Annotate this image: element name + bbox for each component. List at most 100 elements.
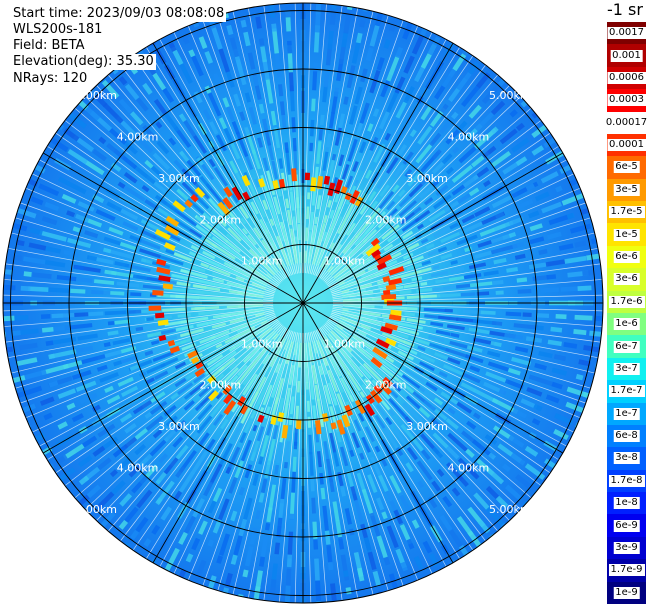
ray-segment bbox=[394, 76, 406, 94]
ray-segment bbox=[463, 372, 481, 384]
azimuth-spoke bbox=[302, 42, 454, 304]
ray-segment bbox=[483, 179, 491, 188]
ray-gap bbox=[303, 332, 312, 603]
ray-segment bbox=[118, 519, 129, 530]
ray-segment bbox=[260, 244, 273, 260]
colorbar-cell: 1e-7 bbox=[607, 402, 646, 426]
ray-gap bbox=[329, 317, 567, 447]
ray-segment bbox=[229, 317, 245, 324]
ray-gap bbox=[306, 5, 343, 274]
ray-segment bbox=[493, 257, 507, 265]
hotspot-segment bbox=[349, 189, 360, 205]
ray-segment bbox=[20, 285, 31, 292]
elevation-label: Elevation(deg): 35.30 bbox=[11, 54, 156, 70]
ray-segment bbox=[327, 199, 332, 208]
ray-gap bbox=[232, 332, 297, 595]
ray-gap bbox=[263, 5, 300, 274]
ray-segment bbox=[293, 342, 298, 356]
ray-segment bbox=[231, 121, 240, 135]
ray-segment bbox=[224, 572, 233, 587]
hotspot-segment bbox=[152, 289, 164, 296]
colorbar-cell: 1e-6 bbox=[607, 313, 646, 336]
ray-segment bbox=[198, 385, 212, 398]
ray-segment bbox=[269, 266, 278, 274]
ray-segment bbox=[411, 519, 420, 529]
ray-segment bbox=[335, 519, 343, 540]
ray-segment bbox=[341, 164, 350, 180]
ray-segment bbox=[95, 209, 116, 222]
ray-gap bbox=[279, 332, 301, 603]
hotspot-segment bbox=[257, 414, 265, 423]
ray-segment bbox=[325, 247, 344, 272]
hotspot-segment bbox=[385, 284, 397, 291]
ray-segment bbox=[382, 427, 399, 449]
ray-segment bbox=[403, 55, 415, 74]
ray-segment bbox=[327, 562, 334, 571]
hotspot-segment bbox=[381, 293, 397, 301]
ray-segment bbox=[206, 354, 224, 367]
ray-segment bbox=[212, 277, 225, 284]
ray-segment bbox=[335, 378, 344, 393]
ray-segment bbox=[545, 394, 560, 404]
ray-segment bbox=[354, 86, 363, 105]
ray-segment bbox=[362, 229, 377, 244]
ray-segment bbox=[275, 222, 285, 242]
ray-gap bbox=[318, 328, 461, 559]
ray-gap bbox=[39, 317, 277, 447]
ray-segment bbox=[578, 359, 591, 367]
ray-segment bbox=[445, 417, 459, 430]
ray-segment bbox=[483, 270, 499, 277]
ray-segment bbox=[505, 311, 522, 317]
ray-segment bbox=[247, 234, 257, 246]
hotspot-segment bbox=[370, 237, 380, 247]
ray-segment bbox=[389, 389, 399, 399]
ray-segment bbox=[465, 448, 475, 458]
ray-segment bbox=[487, 468, 505, 485]
ray-segment bbox=[124, 423, 137, 434]
ray-segment bbox=[276, 235, 283, 249]
ray-segment bbox=[172, 436, 184, 448]
ray-segment bbox=[347, 136, 359, 162]
ray-segment bbox=[290, 228, 296, 250]
ray-segment bbox=[159, 255, 184, 266]
ray-segment bbox=[286, 232, 292, 242]
ray-segment bbox=[252, 323, 271, 337]
ray-segment bbox=[406, 318, 426, 324]
ray-segment bbox=[460, 292, 476, 297]
ray-segment bbox=[558, 243, 574, 251]
hotspot-segment bbox=[237, 395, 247, 407]
ray-segment bbox=[334, 127, 342, 146]
ray-gap bbox=[331, 202, 586, 294]
hotspot-segment bbox=[158, 275, 171, 283]
colorbar-tick-label: 6e-8 bbox=[613, 430, 640, 443]
ray-segment bbox=[313, 357, 320, 378]
ray-segment bbox=[287, 531, 294, 559]
ray-segment bbox=[168, 137, 177, 146]
ray-segment bbox=[395, 447, 404, 457]
ray-gap bbox=[329, 159, 567, 289]
ray-segment bbox=[218, 117, 228, 130]
ray-segment bbox=[320, 257, 327, 268]
ray-segment bbox=[73, 345, 94, 354]
ray-segment bbox=[64, 179, 87, 195]
ray-segment bbox=[404, 416, 414, 426]
ray-segment bbox=[461, 214, 476, 224]
ray-gap bbox=[329, 173, 574, 291]
ray-segment bbox=[244, 92, 252, 103]
ray-segment bbox=[91, 289, 111, 295]
ray-gap bbox=[327, 132, 551, 287]
ray-segment bbox=[196, 157, 204, 166]
ray-segment bbox=[490, 233, 513, 244]
ray-segment bbox=[207, 539, 215, 547]
ray-segment bbox=[335, 429, 342, 443]
ray-segment bbox=[66, 402, 76, 410]
ray-segment bbox=[450, 267, 465, 274]
ray-segment bbox=[541, 201, 563, 214]
ray-segment bbox=[257, 137, 264, 148]
ray-segment bbox=[347, 238, 368, 259]
ray-segment bbox=[506, 267, 519, 273]
azimuth-spoke bbox=[152, 302, 304, 564]
ray-segment bbox=[314, 222, 322, 245]
ray-gap bbox=[187, 330, 292, 581]
ray-segment bbox=[222, 314, 244, 322]
